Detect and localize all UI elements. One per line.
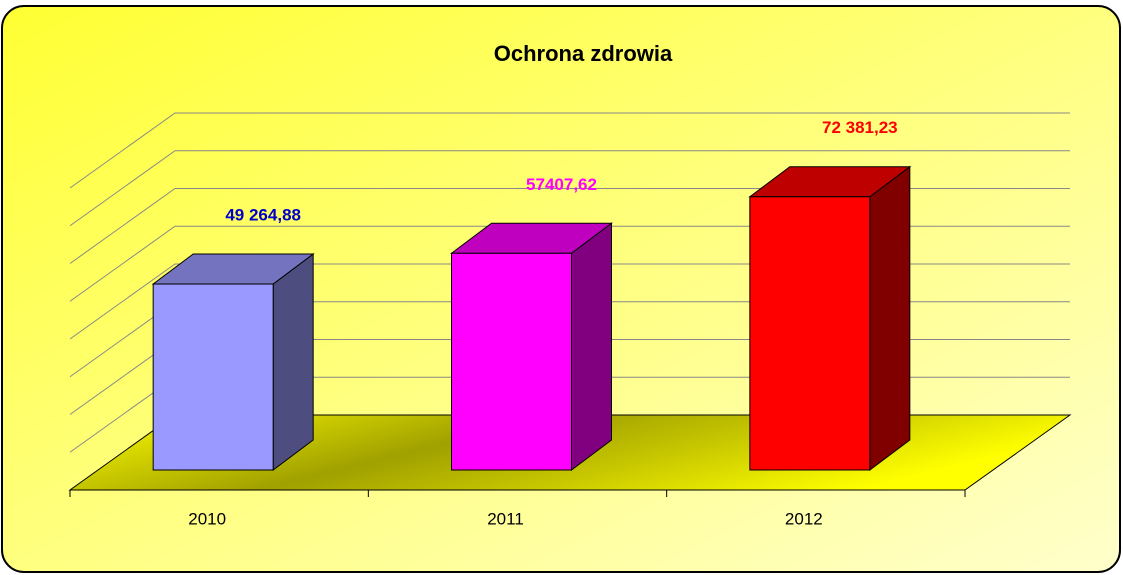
- bar-side: [869, 165, 911, 471]
- bar: [451, 252, 572, 471]
- x-tick-label: 2011: [487, 509, 524, 528]
- grid-line: [69, 150, 1070, 227]
- grid-line: [69, 112, 1070, 189]
- data-label: 57407,62: [526, 175, 597, 194]
- bar: [152, 283, 274, 471]
- x-tick-label: 2012: [785, 509, 823, 528]
- chart-title: Ochrona zdrowia: [494, 41, 673, 66]
- bar: [749, 196, 871, 471]
- bar-side: [272, 253, 314, 471]
- data-label: 49 264,88: [225, 206, 301, 225]
- bar-side: [571, 222, 612, 471]
- x-tick-label: 2010: [188, 509, 226, 528]
- data-label: 72 381,23: [822, 118, 898, 137]
